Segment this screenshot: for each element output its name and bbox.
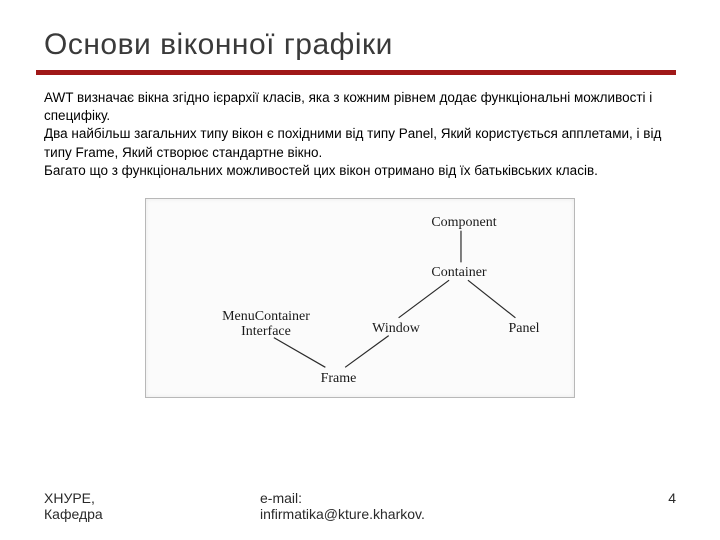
footer-page: 4 <box>616 490 676 506</box>
edge-menucontainer-frame <box>274 338 325 368</box>
node-frame: Frame <box>311 371 366 386</box>
footer-mid: e-mail:infirmatika@kture.kharkov. <box>260 490 560 522</box>
paragraph-3: Багато що з функціональних можливостей ц… <box>44 162 676 180</box>
edge-window-frame <box>345 336 389 368</box>
slide-footer: ХНУРЕ,Кафедра e-mail:infirmatika@kture.k… <box>0 490 720 522</box>
slide: Основи віконної графіки AWT визначає вік… <box>0 0 720 540</box>
edge-container-window <box>399 280 449 318</box>
page-title: Основи віконної графіки <box>0 0 720 70</box>
node-window: Window <box>361 321 431 336</box>
edge-container-panel <box>468 280 516 318</box>
hierarchy-diagram: Component Container MenuContainerInterface… <box>145 198 575 398</box>
node-panel: Panel <box>499 321 549 336</box>
diagram-container: Component Container MenuContainerInterface… <box>0 198 720 398</box>
diagram-edges <box>146 199 574 397</box>
footer-left: ХНУРЕ,Кафедра <box>44 490 204 522</box>
body-text: AWT визначає вікна згідно ієрархії класі… <box>0 75 720 180</box>
paragraph-1: AWT визначає вікна згідно ієрархії класі… <box>44 89 676 125</box>
node-menucontainer: MenuContainerInterface <box>206 309 326 340</box>
paragraph-2: Два найбільш загальних типу вікон є похі… <box>44 125 676 161</box>
node-container: Container <box>419 265 499 280</box>
node-component: Component <box>419 215 509 230</box>
